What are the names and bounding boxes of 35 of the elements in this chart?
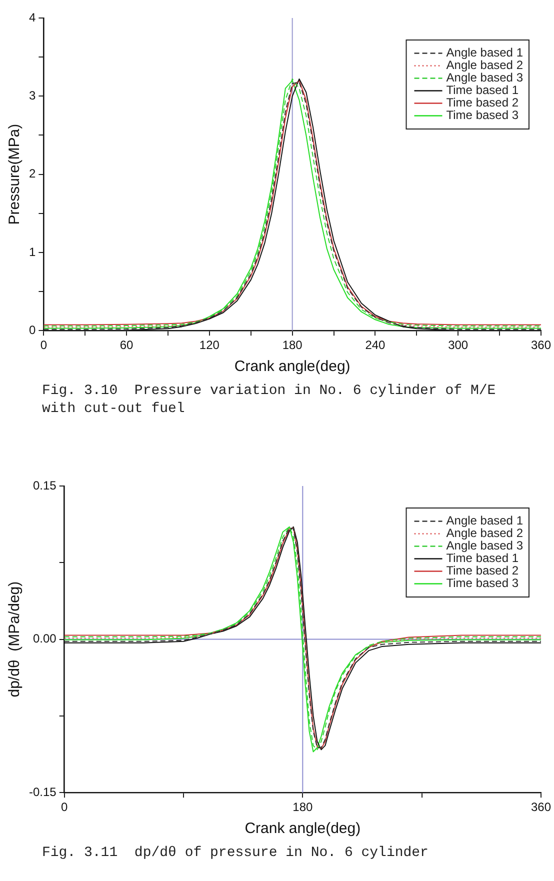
legend-label: Time based 3 (446, 576, 519, 590)
caption: Fig. 3.10 Pressure variation in No. 6 cylinder of M/E with cut-out fuel (42, 382, 497, 418)
legend-label: Angle based 1 (446, 514, 524, 528)
x-tick-label: 360 (530, 800, 552, 814)
y-tick-label: 0.15 (32, 478, 57, 492)
x-tick-label: 240 (365, 338, 386, 352)
y-tick-label: 3 (28, 88, 36, 102)
x-tick-label: 360 (530, 338, 552, 352)
legend-label: Angle based 2 (446, 526, 524, 540)
legend-label: Time based 1 (446, 83, 519, 98)
legend-label: Time based 1 (446, 551, 519, 566)
x-axis-title: Crank angle(deg) (234, 358, 350, 376)
x-tick-label: 120 (199, 338, 220, 352)
x-tick-label: 0 (61, 800, 68, 814)
x-tick-label: 180 (292, 800, 313, 814)
legend-label: Time based 2 (446, 564, 519, 578)
y-tick-label: 2 (28, 166, 36, 181)
legend-label: Angle based 2 (446, 58, 524, 72)
y-axis-title: dp/dθ (MPa/deg) (6, 581, 24, 698)
x-tick-label: 180 (282, 338, 303, 352)
legend-label: Angle based 3 (446, 538, 524, 553)
y-tick-label: 1 (28, 244, 36, 259)
y-tick-label: 4 (28, 10, 36, 24)
y-tick-label: -0.15 (28, 784, 57, 799)
legend-label: Time based 3 (446, 108, 519, 122)
legend-label: Time based 2 (446, 96, 519, 110)
y-axis-title: Pressure(MPa) (6, 124, 24, 225)
x-tick-label: 300 (448, 338, 468, 352)
y-tick-label: 0.00 (32, 632, 57, 646)
caption: Fig. 3.11 dp/dθ of pressure in No. 6 cylinder (42, 844, 430, 862)
x-tick-label: 60 (120, 338, 134, 352)
x-axis-title: Crank angle(deg) (244, 820, 361, 838)
legend-label: Angle based 3 (446, 70, 524, 85)
y-tick-label: 0 (28, 322, 36, 337)
legend-label: Angle based 1 (446, 46, 524, 60)
